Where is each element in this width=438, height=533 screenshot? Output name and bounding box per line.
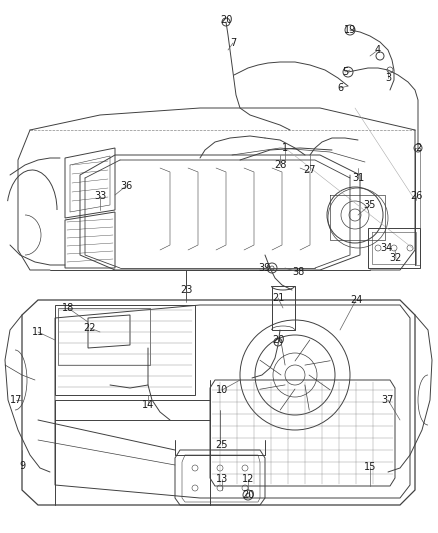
Text: 15: 15 xyxy=(364,462,376,472)
Text: 19: 19 xyxy=(344,25,356,35)
Text: 36: 36 xyxy=(120,181,132,191)
Text: 35: 35 xyxy=(364,200,376,210)
Text: 22: 22 xyxy=(84,323,96,333)
Text: 38: 38 xyxy=(292,267,304,277)
Text: 33: 33 xyxy=(94,191,106,201)
Text: 6: 6 xyxy=(337,83,343,93)
Text: 17: 17 xyxy=(10,395,22,405)
Text: 18: 18 xyxy=(62,303,74,313)
Text: 12: 12 xyxy=(242,474,254,484)
Text: 27: 27 xyxy=(304,165,316,175)
Text: 11: 11 xyxy=(32,327,44,337)
Text: 3: 3 xyxy=(385,73,391,83)
Text: 4: 4 xyxy=(375,45,381,55)
Text: 23: 23 xyxy=(180,285,192,295)
Text: 39: 39 xyxy=(258,263,270,273)
Text: 20: 20 xyxy=(272,335,284,345)
Text: 32: 32 xyxy=(390,253,402,263)
Text: 20: 20 xyxy=(242,490,254,500)
Text: 37: 37 xyxy=(382,395,394,405)
Text: 31: 31 xyxy=(352,173,364,183)
Text: 10: 10 xyxy=(216,385,228,395)
Text: 28: 28 xyxy=(274,160,286,170)
Text: 2: 2 xyxy=(415,143,421,153)
Text: 34: 34 xyxy=(380,243,392,253)
Text: 26: 26 xyxy=(410,191,422,201)
Text: 5: 5 xyxy=(342,67,348,77)
Text: 14: 14 xyxy=(142,400,154,410)
Text: 21: 21 xyxy=(272,293,284,303)
Text: 7: 7 xyxy=(230,38,236,48)
Text: 25: 25 xyxy=(216,440,228,450)
Text: 13: 13 xyxy=(216,474,228,484)
Text: 20: 20 xyxy=(220,15,232,25)
Text: 1: 1 xyxy=(282,143,288,153)
Text: 24: 24 xyxy=(350,295,362,305)
Text: 9: 9 xyxy=(19,461,25,471)
